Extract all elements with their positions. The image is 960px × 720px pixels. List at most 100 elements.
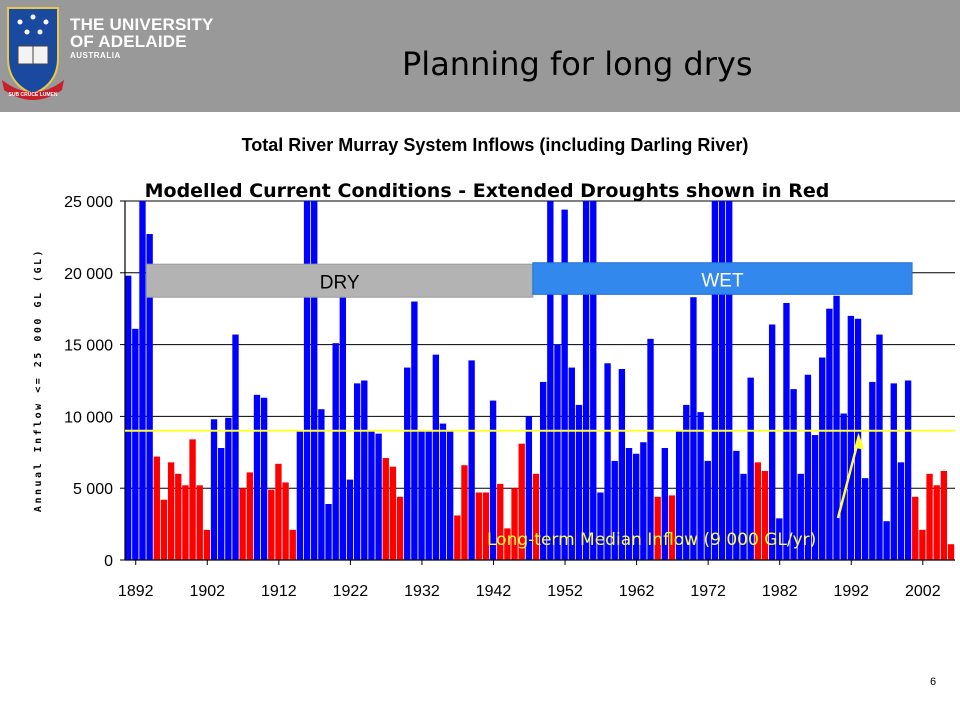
bar: [346, 479, 354, 560]
bar: [547, 201, 554, 560]
period-label-dry: DRY: [320, 273, 360, 294]
x-tick-label: 1912: [261, 583, 297, 600]
university-name-line1: THE UNIVERSITY: [70, 15, 214, 34]
x-tick-label: 1972: [690, 583, 726, 600]
bar: [869, 381, 876, 560]
y-tick-label: 15 000: [64, 338, 113, 355]
bar: [618, 369, 626, 560]
y-tick-label: 25 000: [64, 194, 113, 211]
bar: [489, 400, 497, 560]
bar: [776, 518, 783, 560]
bar: [582, 201, 590, 560]
bar: [761, 470, 769, 560]
bar: [332, 343, 339, 560]
bar: [318, 409, 325, 560]
bar: [146, 234, 153, 560]
bar: [847, 315, 855, 560]
bar: [568, 367, 575, 560]
bar: [275, 463, 282, 560]
y-tick-label: 20 000: [64, 266, 113, 283]
bar: [325, 503, 332, 560]
bar: [439, 423, 447, 560]
bar: [904, 380, 912, 560]
x-tick-label: 1922: [333, 583, 369, 600]
y-tick-label: 10 000: [64, 409, 113, 426]
bar: [196, 485, 203, 560]
bar: [754, 462, 762, 560]
bar: [897, 462, 905, 560]
university-name-line2: OF ADELAIDE: [70, 32, 187, 51]
slide-title: Planning for long drys: [402, 45, 753, 83]
bar: [611, 460, 618, 560]
bar: [468, 360, 475, 560]
bar: [575, 404, 583, 560]
bar: [361, 380, 368, 560]
bar: [475, 492, 482, 560]
bar: [540, 381, 547, 560]
bar: [282, 482, 289, 560]
bar: [826, 308, 833, 560]
bar: [353, 383, 361, 560]
bar: [382, 458, 389, 560]
bar: [840, 413, 847, 560]
x-tick-label: 1982: [762, 583, 798, 600]
bar: [861, 478, 869, 560]
x-tick-label: 1952: [547, 583, 583, 600]
header-bar: SUB CRUCE LUMEN THE UNIVERSITY OF ADELAI…: [0, 0, 960, 112]
bar: [375, 433, 382, 560]
bar: [246, 472, 253, 560]
bar: [590, 201, 597, 560]
bar: [675, 430, 683, 560]
bar: [210, 419, 218, 560]
chart-subtitle: Modelled Current Conditions - Extended D…: [145, 180, 830, 202]
university-crest-icon: SUB CRUCE LUMEN: [2, 7, 64, 100]
bar: [461, 465, 468, 560]
university-name: THE UNIVERSITY OF ADELAIDE AUSTRALIA: [70, 16, 214, 61]
bar: [726, 201, 733, 560]
bar: [289, 529, 296, 560]
period-box-wet: [532, 262, 913, 295]
bar: [790, 389, 797, 560]
bar: [153, 456, 160, 560]
bar: [940, 470, 948, 560]
y-tick-label: 5 000: [73, 481, 113, 498]
bar: [633, 453, 640, 560]
bar: [203, 529, 211, 560]
bar: [912, 496, 919, 560]
bar: [933, 485, 940, 560]
bar: [883, 521, 890, 560]
bar: [768, 324, 776, 560]
bar: [189, 439, 196, 560]
bar: [425, 430, 432, 560]
bar: [253, 394, 261, 560]
bar: [819, 357, 826, 560]
bar: [482, 492, 490, 560]
x-tick-label: 1892: [118, 583, 154, 600]
bar: [182, 485, 189, 560]
bar: [167, 462, 175, 560]
bar: [833, 295, 840, 560]
bar: [747, 377, 754, 560]
bar: [654, 496, 661, 560]
bar: [303, 201, 311, 560]
bar: [268, 489, 275, 560]
bar: [260, 397, 268, 560]
bar: [811, 435, 819, 560]
period-label-wet: WET: [701, 271, 744, 292]
bar: [160, 499, 168, 560]
bar: [597, 492, 604, 560]
bar: [740, 473, 747, 560]
bar: [640, 442, 647, 560]
bar: [876, 334, 883, 560]
bar: [518, 443, 525, 560]
bar: [697, 412, 704, 560]
bar: [647, 338, 654, 560]
bar: [525, 416, 533, 560]
bar: [733, 450, 740, 560]
y-tick-label: 0: [104, 553, 113, 570]
bar: [704, 460, 711, 560]
bar: [690, 297, 697, 560]
bar: [175, 473, 182, 560]
bar: [232, 334, 239, 560]
bar: [125, 275, 132, 560]
